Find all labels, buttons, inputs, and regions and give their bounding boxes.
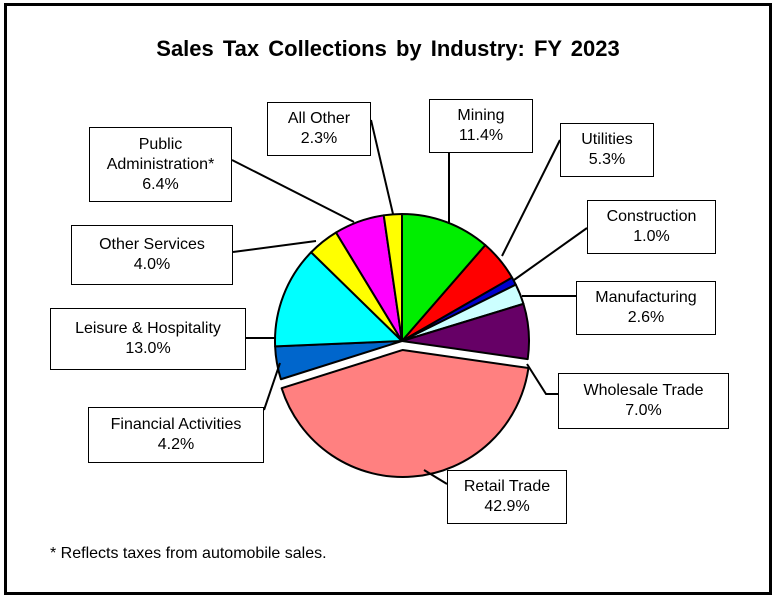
leader-line-other-services	[232, 240, 317, 253]
data-label-value: 6.4%	[142, 175, 179, 193]
leader-line-public-administration	[231, 159, 355, 223]
leader-line-utilities	[501, 139, 561, 257]
pie-slice-wholesale-trade	[401, 302, 530, 361]
pie-slice-retail-trade	[280, 348, 530, 478]
data-label-value: 4.0%	[133, 256, 171, 273]
data-label-financial-activities: Financial Activities 4.2%	[88, 407, 264, 463]
leader-line-financial-activities	[263, 362, 281, 411]
data-label-all-other: All Other 2.3%	[267, 102, 371, 156]
data-label-value: 5.3%	[588, 151, 626, 168]
data-label-wholesale-trade: Wholesale Trade 7.0%	[558, 373, 729, 429]
data-label-name: Leisure & Hospitality	[75, 320, 221, 337]
data-label-retail-trade: Retail Trade 42.9%	[447, 470, 567, 524]
data-label-name: Utilities	[581, 131, 633, 148]
footnote: * Reflects taxes from automobile sales.	[50, 545, 327, 562]
data-label-name: Manufacturing	[595, 289, 697, 306]
data-label-name: Other Services	[99, 236, 205, 253]
data-label-value: 1.0%	[633, 228, 670, 245]
data-label-leisure-hospitality: Leisure & Hospitality 13.0%	[50, 308, 246, 370]
leader-line-retail-trade	[423, 469, 448, 485]
data-label-name: All Other	[287, 110, 351, 127]
data-label-name: Wholesale Trade	[583, 382, 704, 399]
data-label-public-administration: Public Administration* 6.4%	[89, 127, 232, 202]
data-label-construction: Construction 1.0%	[587, 200, 716, 254]
leader-line-wholesale-trade	[526, 363, 558, 395]
data-label-name: Mining	[457, 107, 505, 124]
data-label-value: 2.6%	[627, 309, 665, 326]
data-label-manufacturing: Manufacturing 2.6%	[576, 281, 716, 335]
data-label-value: 13.0%	[125, 340, 171, 357]
data-label-name: Retail Trade	[463, 478, 551, 495]
data-label-value: 11.4%	[458, 127, 504, 144]
data-label-mining: Mining 11.4%	[429, 99, 533, 153]
data-label-name: Financial Activities	[110, 416, 242, 433]
data-label-value: 4.2%	[157, 436, 195, 453]
data-label-utilities: Utilities 5.3%	[560, 123, 654, 177]
pie-slice-mining	[401, 213, 487, 342]
data-label-name: Public Administration*	[106, 135, 215, 173]
data-label-other-services: Other Services 4.0%	[71, 225, 233, 285]
data-label-value: 7.0%	[625, 402, 662, 419]
data-label-value: 42.9%	[484, 498, 530, 515]
chart-title: Sales Tax Collections by Industry: FY 20…	[156, 36, 620, 61]
leader-line-all-other	[370, 119, 394, 215]
data-label-name: Construction	[606, 208, 697, 225]
pie-slice-all-other	[382, 213, 403, 342]
data-label-value: 2.3%	[300, 130, 338, 147]
pie-slice-leisure-hospitality	[274, 251, 403, 348]
leader-line-construction	[513, 227, 588, 281]
